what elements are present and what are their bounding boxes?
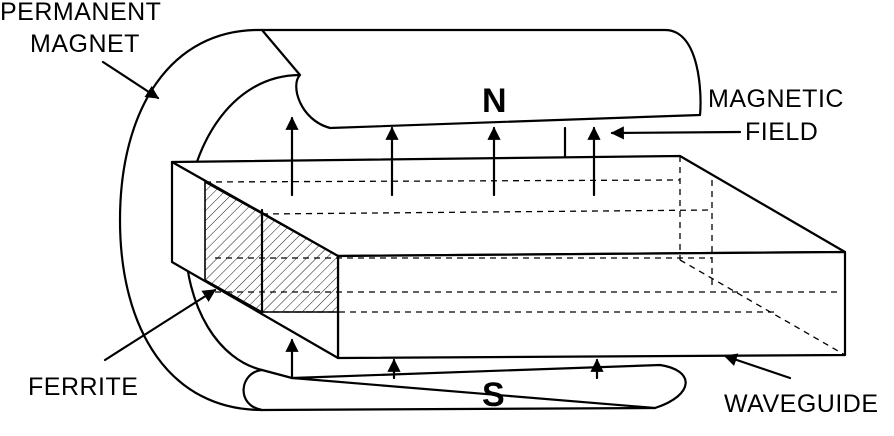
permanent-magnet-label-line1: PERMANENT: [0, 0, 161, 26]
field-arrows: [285, 116, 604, 380]
north-pole-label: N: [482, 82, 507, 120]
permanent-magnet: [118, 28, 702, 412]
waveguide-label: WAVEGUIDE: [724, 390, 879, 418]
magnetic-field-label-line2: FIELD: [745, 118, 818, 146]
magnetic-field-label-line1: MAGNETIC: [708, 85, 844, 113]
waveguide-body: [170, 154, 847, 360]
ferrite-label: FERRITE: [28, 373, 138, 401]
pointer-arrows: [101, 60, 792, 380]
south-pole-label: S: [482, 376, 505, 414]
permanent-magnet-label-line2: MAGNET: [30, 30, 140, 58]
